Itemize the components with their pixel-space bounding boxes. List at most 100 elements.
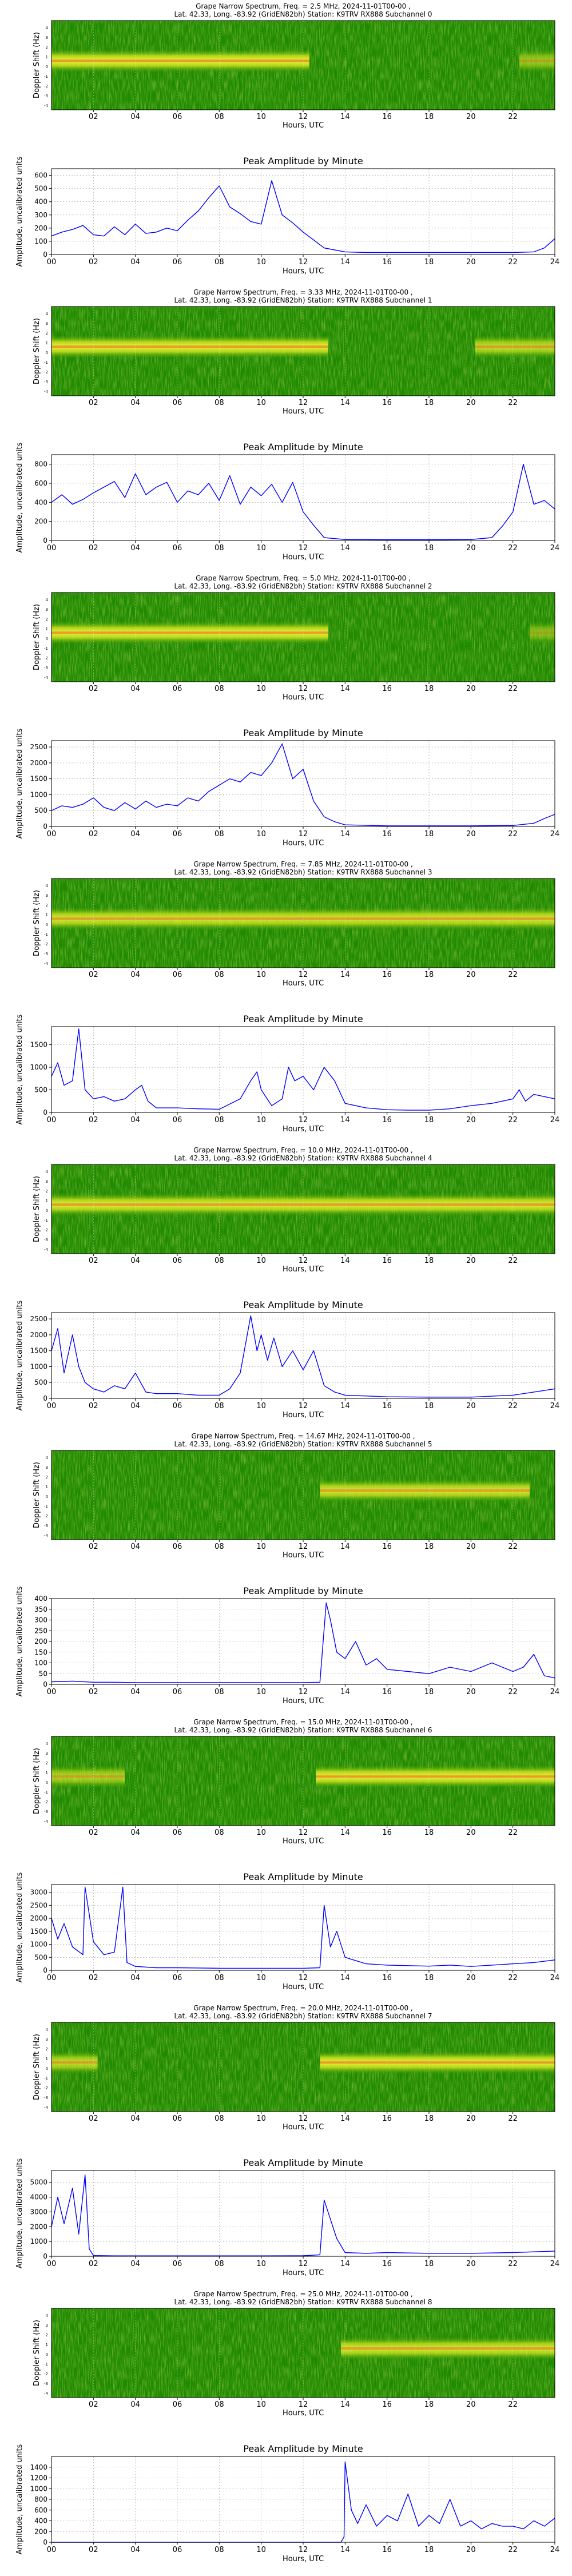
amplitude-xtick-label: 24 [550, 1116, 560, 1124]
amplitude-xlabel: Hours, UTC [283, 1983, 324, 1991]
amplitude-ytick-label: 2500 [30, 743, 47, 751]
spectrogram-xtick-label: 06 [173, 1257, 182, 1265]
spectrogram-xtick-label: 18 [424, 2400, 434, 2409]
spectrogram-xtick-label: 10 [256, 2400, 266, 2409]
spectrogram-ytick-label: 4 [46, 26, 49, 30]
spectrum-title: Grape Narrow Spectrum, Freq. = 14.67 MHz… [191, 1432, 415, 1440]
spectrogram-xtick-label: 04 [130, 1543, 140, 1551]
spectrogram-xtick-label: 18 [424, 113, 434, 121]
spectrogram-xtick-label: 22 [508, 399, 518, 407]
amplitude-ytick-label: 350 [34, 1605, 47, 1613]
amplitude-ytick-label: 0 [43, 1966, 47, 1974]
spectrogram-xlabel: Hours, UTC [283, 2123, 324, 2132]
amplitude-frame [51, 1598, 555, 1685]
spectrogram-xtick-label: 14 [340, 399, 350, 407]
spectrogram-xtick-label: 02 [89, 113, 98, 121]
amplitude-xtick-label: 24 [550, 544, 560, 552]
amplitude-ytick-label: 0 [43, 536, 47, 544]
amplitude-xtick-label: 10 [256, 1116, 266, 1124]
spectrogram-ytick-label: -3 [44, 2096, 48, 2100]
spectrogram-xtick-label: 20 [466, 1828, 476, 1837]
amplitude-frame [51, 2170, 555, 2257]
amplitude-xtick-label: 10 [256, 258, 266, 267]
amplitude-ytick-label: 100 [34, 1659, 47, 1667]
amplitude-title: Peak Amplitude by Minute [243, 2443, 363, 2454]
doppler-band [51, 1764, 125, 1790]
amplitude-title: Peak Amplitude by Minute [243, 1013, 363, 1024]
doppler-band [475, 334, 555, 360]
amplitude-ytick-label: 0 [43, 251, 47, 259]
amplitude-xtick-label: 24 [550, 1402, 560, 1410]
spectrogram-ylabel: Doppler Shift (Hz) [33, 1748, 41, 1814]
doppler-band-core [51, 1775, 125, 1778]
spectrogram-ytick-label: 3 [46, 893, 48, 898]
amplitude-xtick-label: 18 [424, 1402, 434, 1410]
amplitude-xtick-label: 14 [340, 544, 350, 552]
spectrogram-ytick-label: 1 [46, 1485, 48, 1489]
spectrogram-ylabel: Doppler Shift (Hz) [33, 890, 41, 956]
spectrogram-xtick-label: 14 [340, 1257, 350, 1265]
amplitude-xtick-label: 14 [340, 1402, 350, 1410]
spectrogram-xlabel: Hours, UTC [283, 1551, 324, 1560]
spectrogram-xtick-label: 02 [89, 971, 98, 979]
amplitude-ytick-label: 1400 [30, 2463, 47, 2471]
amplitude-xtick-label: 14 [340, 2546, 350, 2554]
amplitude-title: Peak Amplitude by Minute [243, 2157, 363, 2168]
amplitude-xtick-label: 18 [424, 258, 434, 267]
amplitude-ytick-label: 200 [34, 518, 47, 526]
amplitude-frame [51, 454, 555, 541]
amplitude-ytick-label: 150 [34, 1648, 47, 1656]
doppler-band [51, 48, 309, 74]
spectrogram-ytick-label: 4 [46, 312, 49, 316]
spectrogram-xtick-label: 06 [173, 113, 182, 121]
amplitude-xtick-label: 02 [89, 1688, 98, 1696]
amplitude-xtick-label: 20 [466, 1116, 476, 1124]
spectrogram-xtick-label: 12 [299, 971, 308, 979]
spectrogram-xtick-label: 02 [89, 1543, 98, 1551]
spectrogram-xtick-label: 08 [214, 1543, 224, 1551]
spectrogram-xtick-label: 10 [256, 685, 266, 693]
spectrogram-xtick-label: 22 [508, 2114, 518, 2123]
spectrogram-xtick-label: 12 [299, 2400, 308, 2409]
doppler-band [51, 620, 328, 646]
amplitude-xtick-label: 08 [214, 1974, 224, 1982]
amplitude-xtick-label: 04 [130, 544, 140, 552]
spectrogram-xtick-label: 06 [173, 971, 182, 979]
spectrogram-ytick-label: 0 [46, 1780, 48, 1785]
amplitude-xtick-label: 04 [130, 258, 140, 267]
subchannel-7-group: Grape Narrow Spectrum, Freq. = 20.0 MHz,… [15, 2004, 559, 2277]
subchannel-5-group: Grape Narrow Spectrum, Freq. = 14.67 MHz… [15, 1432, 559, 1706]
spectrogram-ytick-label: -3 [44, 1524, 48, 1528]
spectrogram-ytick-label: 0 [46, 65, 48, 69]
spectrogram-xtick-label: 08 [214, 1828, 224, 1837]
spectrogram-xtick-label: 14 [340, 113, 350, 121]
spectrogram-xtick-label: 14 [340, 1543, 350, 1551]
amplitude-ytick-label: 2500 [30, 1315, 47, 1323]
spectrogram-ytick-label: 4 [46, 2028, 49, 2032]
spectrogram-xtick-label: 02 [89, 2400, 98, 2409]
spectrogram-ylabel: Doppler Shift (Hz) [33, 1176, 41, 1242]
amplitude-ytick-label: 1500 [30, 1347, 47, 1355]
spectrogram-ytick-label: -4 [44, 675, 49, 680]
spectrogram-xtick-label: 22 [508, 685, 518, 693]
amplitude-xtick-label: 24 [550, 258, 560, 267]
amplitude-xtick-label: 20 [466, 2260, 476, 2268]
amplitude-xtick-label: 02 [89, 2260, 98, 2268]
amplitude-xtick-label: 22 [508, 1974, 518, 1982]
spectrogram-ytick-label: 3 [46, 1465, 48, 1470]
spectrogram-xtick-label: 10 [256, 1257, 266, 1265]
amplitude-xtick-label: 14 [340, 1116, 350, 1124]
amplitude-ytick-label: 200 [34, 1637, 47, 1645]
spectrogram-ytick-label: -1 [44, 1218, 48, 1223]
spectrogram-ytick-label: -2 [44, 942, 48, 947]
spectrogram-xtick-label: 14 [340, 971, 350, 979]
amplitude-ytick-label: 0 [43, 1394, 47, 1402]
amplitude-ytick-label: 1000 [30, 2237, 47, 2245]
spectrogram-xlabel: Hours, UTC [283, 1265, 324, 1274]
amplitude-ylabel: Amplitude, uncalibrated units [15, 1586, 24, 1696]
amplitude-xtick-label: 10 [256, 2260, 266, 2268]
amplitude-xtick-label: 16 [382, 1688, 392, 1696]
doppler-band [320, 2050, 555, 2076]
amplitude-ylabel: Amplitude, uncalibrated units [15, 1014, 24, 1124]
